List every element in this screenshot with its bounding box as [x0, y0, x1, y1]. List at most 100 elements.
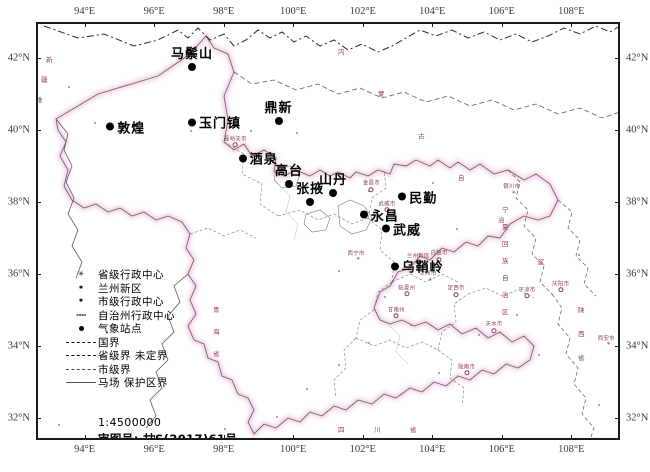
legend-item-lanzhou-new-area: ✱ 兰州新区 [64, 282, 254, 296]
weather-station-marker[interactable]: 敦煌 [106, 117, 145, 136]
city-marker-province-capital[interactable]: 兰州市 [419, 271, 436, 278]
weather-station-marker[interactable]: 酒泉 [238, 149, 278, 168]
weather-station-marker[interactable]: 马鬃山 [170, 43, 213, 72]
weather-station-dot-icon [381, 224, 390, 233]
weather-station-marker[interactable]: 高台 [275, 160, 303, 189]
city-symbol-icon [464, 370, 470, 376]
county-dot [438, 372, 441, 375]
y-tick-mark [36, 346, 41, 348]
city-marker-prefecture[interactable]: 天水市 [486, 322, 503, 334]
x-axis-label: 96°E [143, 444, 165, 455]
weather-station-marker[interactable]: 张掖 [296, 178, 324, 206]
map-scale-text: 1:4500000 [98, 416, 162, 429]
legend-label: 市级界 [98, 363, 131, 376]
city-label: 临夏州 [398, 284, 416, 291]
city-label: 西安市 [597, 335, 615, 342]
y-axis-label: 32°N [7, 412, 30, 424]
y-tick-mark [36, 58, 41, 60]
xinjiang-gansu-boundary [55, 118, 83, 279]
county-dot [516, 314, 519, 317]
province-name-char: 古 [418, 132, 425, 140]
province-name-char: 宁 [502, 206, 509, 214]
y-tick-mark [615, 130, 620, 132]
city-marker-autonomous-prefecture[interactable]: 临夏州 [398, 285, 415, 297]
x-tick-mark [501, 435, 503, 440]
ranch-reserve-boundaries [273, 165, 373, 235]
province-capital-symbol-icon: ✳ [78, 270, 84, 279]
county-dot [134, 128, 137, 131]
weather-station-marker[interactable]: 乌鞘岭 [390, 257, 444, 276]
weather-station-marker[interactable]: 山丹 [319, 169, 348, 198]
weather-station-label: 武威 [392, 223, 421, 239]
county-dot [456, 228, 459, 231]
weather-station-marker[interactable]: 鼎新 [265, 97, 293, 126]
y-axis-label: 32°N [626, 412, 649, 424]
y-axis-label: 38°N [626, 196, 649, 208]
province-name-char: 回 [502, 240, 509, 248]
province-name-char: 四 [338, 426, 345, 434]
city-marker-prefecture[interactable]: 嘉峪关市 [224, 136, 247, 148]
city-marker-prefecture[interactable]: 白银市 [431, 251, 448, 263]
x-tick-mark [154, 22, 156, 27]
gansu-province-boundary [55, 35, 559, 435]
city-label: 定西市 [447, 285, 465, 292]
map-approval-number: 审图号: 甘S(2017)61号 [98, 432, 238, 440]
autonomous-prefecture-symbol-icon: ▪▪▪▪ [76, 312, 86, 318]
weather-station-label: 永昌 [370, 209, 399, 225]
city-label: 平凉市 [518, 287, 536, 294]
city-marker-lanzhou-new-area[interactable]: 兰州新区 [407, 253, 430, 265]
province-name-char: 自 [502, 274, 509, 282]
city-marker-prefecture[interactable]: 武威市 [378, 201, 395, 213]
y-tick-mark [36, 274, 41, 276]
x-axis-label: 106°E [488, 6, 515, 17]
province-name-char: 区 [502, 308, 509, 316]
city-marker-autonomous-prefecture[interactable]: 甘南州 [388, 307, 405, 319]
county-dot [94, 122, 97, 125]
x-tick-mark [432, 435, 434, 440]
province-name-char: 川 [374, 426, 381, 434]
city-marker-prefecture[interactable]: 定西市 [448, 286, 465, 298]
city-marker-prefecture[interactable]: 庆阳市 [552, 281, 569, 293]
county-dot [598, 404, 601, 407]
weather-station-symbol-icon [64, 326, 98, 332]
weather-station-label: 山丹 [319, 173, 348, 189]
weather-station-marker[interactable]: 永昌 [359, 205, 399, 225]
y-axis-label: 38°N [7, 196, 30, 208]
city-marker-province-capital[interactable]: 西宁市 [348, 251, 365, 258]
provincial-boundary-line-icon [64, 355, 98, 357]
map-plot-area[interactable]: 新疆维吾尔自治区内蒙古自治区宁夏回族自治区青海省陕西省四川省 银川市西宁市兰州市… [36, 22, 620, 440]
hydrology [277, 183, 409, 365]
ningxia-boundary [507, 169, 553, 295]
city-symbol-icon [491, 328, 497, 334]
qinghai-gansu-boundary [145, 273, 189, 429]
province-name-char: 族 [502, 257, 509, 265]
x-axis-label: 104°E [419, 6, 446, 17]
legend-item-autonomous-prefecture-capital: ▪▪▪▪ 自治州行政中心 [64, 309, 254, 323]
city-marker-province-capital[interactable]: 银川市 [503, 184, 520, 191]
city-marker-province-capital[interactable]: 西安市 [598, 335, 615, 342]
city-label: 陇南市 [458, 364, 476, 371]
province-name-char: 省 [578, 354, 585, 362]
city-marker-prefecture[interactable]: 陇南市 [458, 364, 475, 376]
weather-station-dot-icon [329, 189, 338, 198]
ranch-reserve-boundary-line-icon [64, 382, 98, 384]
y-axis-label: 40°N [626, 124, 649, 136]
weather-station-label: 马鬃山 [170, 47, 213, 63]
x-axis-label: 94°E [74, 444, 96, 455]
map-vector-layer [43, 25, 618, 438]
city-symbol-icon [393, 313, 399, 319]
legend-item-provincial-boundary: 省级界 未定界 [64, 349, 254, 363]
x-tick-mark [84, 435, 86, 440]
legend-item-ranch-reserve-boundary: 马场 保护区界 [64, 376, 254, 390]
county-dot [190, 130, 193, 133]
x-axis-label: 104°E [419, 444, 446, 455]
city-marker-prefecture[interactable]: 平凉市 [519, 287, 536, 299]
y-tick-mark [615, 58, 620, 60]
city-label: 银川市 [503, 183, 521, 190]
city-marker-prefecture[interactable]: 金昌市 [363, 180, 380, 192]
weather-station-dot-icon [187, 63, 196, 72]
weather-station-marker[interactable]: 武威 [381, 219, 421, 239]
weather-station-marker[interactable]: 玉门镇 [187, 113, 241, 132]
weather-station-marker[interactable]: 民勤 [398, 187, 437, 206]
